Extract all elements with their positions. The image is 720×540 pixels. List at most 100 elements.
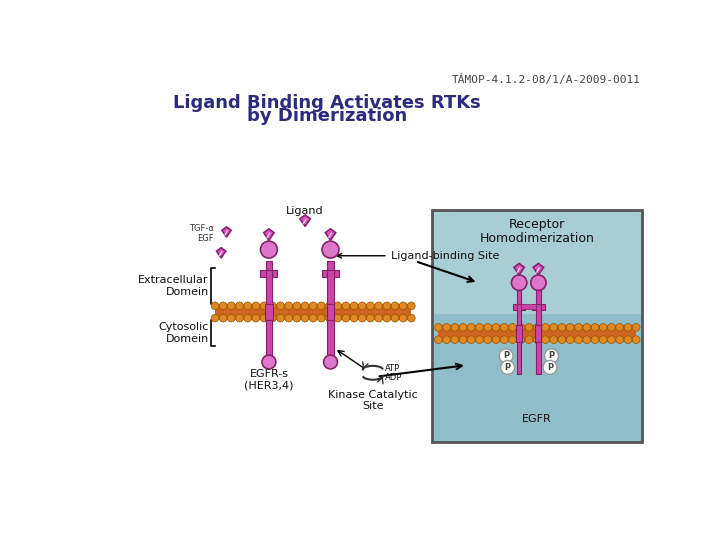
Text: Homodimerization: Homodimerization — [480, 232, 595, 245]
Circle shape — [492, 336, 500, 343]
Circle shape — [400, 302, 407, 309]
Circle shape — [391, 302, 399, 309]
Circle shape — [366, 302, 374, 309]
Circle shape — [467, 336, 475, 343]
Circle shape — [301, 314, 309, 322]
Circle shape — [220, 302, 227, 309]
Text: Ligand: Ligand — [287, 206, 324, 215]
Circle shape — [583, 336, 590, 343]
Circle shape — [334, 314, 341, 322]
Circle shape — [325, 302, 333, 309]
Circle shape — [525, 323, 533, 331]
Polygon shape — [217, 248, 226, 258]
Bar — [521, 304, 536, 309]
Circle shape — [541, 323, 549, 331]
Bar — [536, 291, 541, 306]
Circle shape — [632, 336, 640, 343]
Circle shape — [391, 314, 399, 322]
Text: Ligand-binding Site: Ligand-binding Site — [337, 251, 499, 261]
Circle shape — [567, 323, 574, 331]
Circle shape — [550, 323, 557, 331]
Bar — [265, 303, 273, 320]
Circle shape — [334, 302, 341, 309]
Circle shape — [534, 323, 541, 331]
Circle shape — [400, 314, 407, 322]
Text: ATP: ATP — [385, 363, 400, 373]
Bar — [536, 342, 541, 374]
Circle shape — [408, 314, 415, 322]
Bar — [536, 303, 541, 325]
Text: Kinase Catalytic
Site: Kinase Catalytic Site — [328, 390, 418, 411]
Circle shape — [375, 302, 382, 309]
Circle shape — [211, 314, 219, 322]
Circle shape — [508, 336, 516, 343]
Circle shape — [342, 314, 350, 322]
Circle shape — [591, 323, 599, 331]
Circle shape — [276, 314, 284, 322]
Circle shape — [484, 323, 492, 331]
Circle shape — [383, 314, 391, 322]
Circle shape — [467, 323, 475, 331]
Circle shape — [359, 302, 366, 309]
Circle shape — [269, 302, 276, 309]
Circle shape — [375, 314, 382, 322]
Text: by Dimerization: by Dimerization — [246, 107, 407, 125]
Bar — [266, 261, 272, 280]
Circle shape — [543, 361, 557, 374]
Bar — [516, 325, 522, 342]
Circle shape — [575, 336, 582, 343]
Circle shape — [443, 323, 451, 331]
Circle shape — [228, 302, 235, 309]
Bar — [521, 303, 526, 309]
Circle shape — [558, 336, 566, 343]
Text: ADP: ADP — [385, 373, 402, 382]
Circle shape — [591, 336, 599, 343]
Circle shape — [599, 336, 607, 343]
Circle shape — [262, 355, 276, 369]
Circle shape — [434, 323, 442, 331]
Bar — [541, 303, 544, 309]
Circle shape — [616, 336, 624, 343]
Bar — [517, 303, 521, 325]
Circle shape — [500, 336, 508, 343]
Circle shape — [261, 241, 277, 258]
Circle shape — [608, 336, 616, 343]
Circle shape — [624, 323, 631, 331]
Circle shape — [220, 314, 227, 322]
Circle shape — [235, 302, 243, 309]
Bar — [517, 342, 521, 374]
Circle shape — [325, 314, 333, 322]
Polygon shape — [222, 227, 231, 237]
Circle shape — [350, 314, 358, 322]
Circle shape — [260, 314, 268, 322]
Circle shape — [517, 323, 525, 331]
Circle shape — [492, 323, 500, 331]
Circle shape — [567, 336, 574, 343]
Circle shape — [500, 361, 515, 374]
Circle shape — [342, 302, 350, 309]
Circle shape — [323, 355, 338, 369]
Circle shape — [476, 323, 483, 331]
Circle shape — [228, 314, 235, 322]
Circle shape — [451, 336, 459, 343]
Bar — [513, 303, 517, 309]
Circle shape — [318, 314, 325, 322]
Bar — [432, 210, 642, 442]
Circle shape — [499, 349, 513, 363]
Circle shape — [252, 302, 260, 309]
Circle shape — [293, 314, 301, 322]
Text: P: P — [549, 352, 554, 360]
Text: EGFR-s
(HER3,4): EGFR-s (HER3,4) — [244, 369, 294, 390]
Circle shape — [383, 302, 391, 309]
Circle shape — [508, 323, 516, 331]
Bar — [517, 291, 521, 306]
Circle shape — [550, 336, 557, 343]
Circle shape — [583, 323, 590, 331]
Circle shape — [575, 323, 582, 331]
Bar — [433, 212, 641, 314]
Bar — [215, 303, 411, 320]
Circle shape — [244, 314, 251, 322]
Circle shape — [310, 314, 317, 322]
Bar — [532, 303, 536, 309]
Circle shape — [235, 314, 243, 322]
